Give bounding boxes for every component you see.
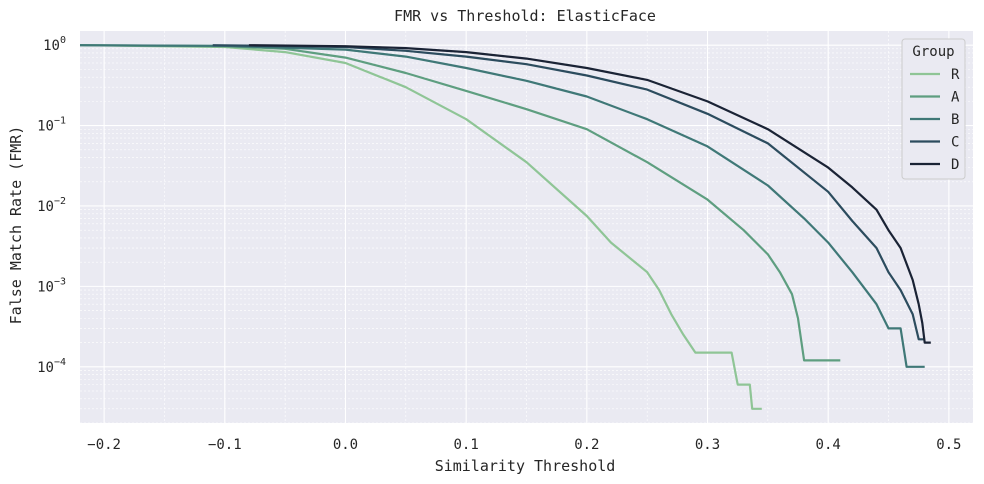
y-tick-label: 10−1 (37, 116, 66, 135)
series-line-D (248, 44, 931, 344)
legend-label-B: B (951, 112, 959, 128)
y-tick-label: 10−3 (37, 276, 66, 295)
x-axis-label: Similarity Threshold (435, 457, 616, 475)
legend-title: Group (912, 44, 954, 60)
series-line-A (79, 44, 841, 362)
x-tick-label: 0.5 (936, 437, 961, 453)
legend-label-C: C (951, 135, 959, 151)
series-line-B (79, 44, 925, 368)
grid (80, 31, 973, 424)
legend-label-R: R (951, 67, 960, 83)
x-tick-label: −0.1 (208, 437, 242, 453)
x-tick-label: 0.2 (574, 437, 599, 453)
y-axis-label: False Match Rate (FMR) (7, 126, 25, 325)
y-axis-ticks: 100 10−1 10−2 10−3 10−4 (37, 35, 66, 376)
y-tick-label: 10−4 (37, 357, 66, 376)
series-line-C (212, 44, 925, 341)
legend-label-A: A (951, 90, 960, 106)
x-axis-ticks: −0.2 −0.1 0.0 0.1 0.2 0.3 0.4 0.5 (87, 437, 961, 453)
y-tick-label: 10−2 (37, 196, 66, 215)
series-line-R (79, 44, 762, 410)
x-tick-label: −0.2 (87, 437, 121, 453)
chart-title: FMR vs Threshold: ElasticFace (394, 7, 656, 25)
x-tick-label: 0.0 (333, 437, 358, 453)
x-tick-label: 0.1 (454, 437, 479, 453)
y-tick-label: 100 (43, 35, 66, 54)
x-tick-label: 0.3 (695, 437, 720, 453)
x-tick-label: 0.4 (816, 437, 841, 453)
legend-label-D: D (951, 157, 959, 173)
series-lines (79, 44, 931, 410)
